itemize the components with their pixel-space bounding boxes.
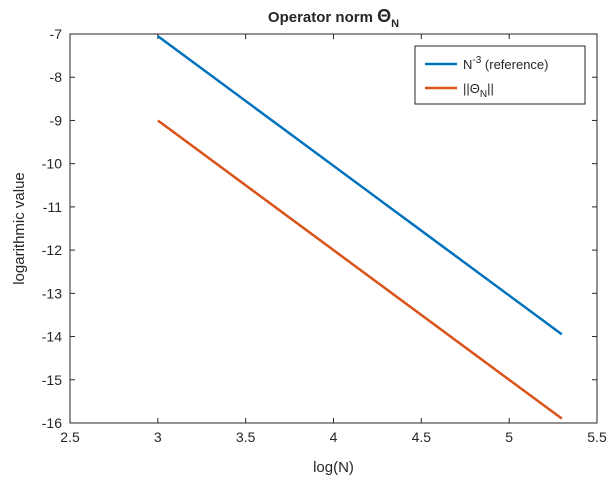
- x-tick-label: 2.5: [60, 429, 80, 445]
- y-tick-label: -7: [50, 26, 63, 42]
- series-lines: [157, 35, 563, 420]
- legend-label-2: ||ΘN||: [463, 81, 494, 100]
- x-axis-label: log(N): [313, 459, 354, 476]
- x-tick-label: 5.5: [587, 429, 607, 445]
- y-tick-label: -12: [42, 242, 62, 258]
- chart-title: Operator norm ΘN: [268, 6, 399, 30]
- y-tick-label: -15: [42, 372, 62, 388]
- y-tick-label: -9: [50, 112, 63, 128]
- series-line-2: [157, 119, 563, 420]
- x-tick-label: 5: [505, 429, 513, 445]
- y-axis-label: logarithmic value: [11, 172, 28, 285]
- y-tick-label: -16: [42, 415, 62, 431]
- y-axis: -7 -8 -9 -10 -11 -12 -13 -14 -15 -16: [42, 26, 597, 431]
- y-tick-label: -11: [43, 199, 62, 215]
- legend-label-1: N-3 (reference): [463, 55, 549, 72]
- x-axis: 2.5 3 3.5 4 4.5 5 5.5: [60, 34, 607, 445]
- series-line-1: [157, 35, 563, 336]
- x-tick-label: 3.5: [236, 429, 256, 445]
- legend-box: [414, 45, 586, 105]
- x-tick-label: 4: [330, 429, 338, 445]
- y-tick-label: -14: [42, 329, 62, 345]
- y-tick-label: -13: [42, 285, 62, 301]
- y-tick-label: -8: [50, 69, 63, 85]
- x-tick-label: 3: [154, 429, 162, 445]
- x-tick-label: 4.5: [412, 429, 432, 445]
- y-tick-label: -10: [42, 156, 62, 172]
- title-text: Operator norm ΘN: [268, 6, 399, 30]
- legend: N-3 (reference) ||ΘN||: [414, 45, 586, 105]
